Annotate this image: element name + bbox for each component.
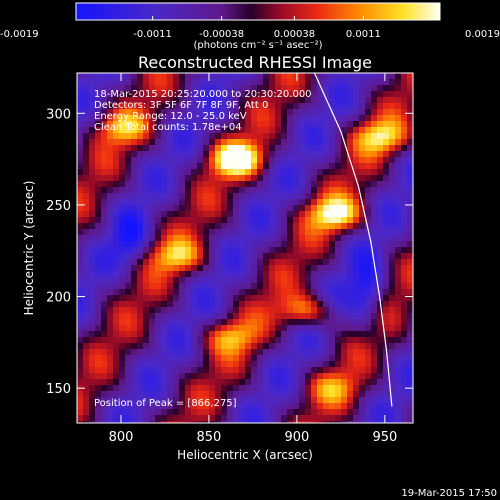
x-tick-label: 800 bbox=[109, 430, 134, 445]
timestamp: 19-Mar-2015 17:50 bbox=[401, 488, 497, 499]
colorbar-unit-label: (photons cm⁻² s⁻¹ asec⁻²) bbox=[193, 40, 322, 51]
colorbar-tick-label: -0.00038 bbox=[199, 29, 244, 40]
colorbar-tick-label: 0.0019 bbox=[465, 29, 500, 40]
annotation-detectors: Detectors: 3F 5F 6F 7F 8F 9F, Att 0 bbox=[94, 100, 268, 111]
annotation-time-range: 18-Mar-2015 20:25:20.000 to 20:30:20.000 bbox=[94, 89, 312, 100]
x-axis-label: Heliocentric X (arcsec) bbox=[177, 448, 313, 462]
x-tick-label: 850 bbox=[197, 430, 222, 445]
annotation-energy: Energy Range: 12.0 - 25.0 keV bbox=[94, 111, 247, 122]
x-tick-label: 950 bbox=[372, 430, 397, 445]
chart-title: Reconstructed RHESSI Image bbox=[138, 53, 372, 72]
x-tick-label: 900 bbox=[284, 430, 309, 445]
colorbar-tick-label: 0.0011 bbox=[346, 29, 381, 40]
y-tick-label: 150 bbox=[46, 382, 71, 397]
y-tick-label: 200 bbox=[46, 291, 71, 306]
y-axis-label: Heliocentric Y (arcsec) bbox=[22, 181, 36, 316]
colorbar-tick-label: -0.0019 bbox=[0, 29, 39, 40]
plot-frame bbox=[76, 72, 414, 424]
colorbar bbox=[75, 2, 441, 21]
colorbar-tick-label: -0.0011 bbox=[133, 29, 172, 40]
annotation-counts: Clean Total counts: 1.78e+04 bbox=[94, 122, 242, 133]
y-tick-label: 300 bbox=[46, 107, 71, 122]
colorbar-tick-label: 0.00038 bbox=[274, 29, 315, 40]
solar-limb-curve bbox=[313, 72, 393, 407]
y-tick-label: 250 bbox=[46, 199, 71, 214]
annotation-peak-position: Position of Peak = [866,275] bbox=[94, 398, 237, 409]
